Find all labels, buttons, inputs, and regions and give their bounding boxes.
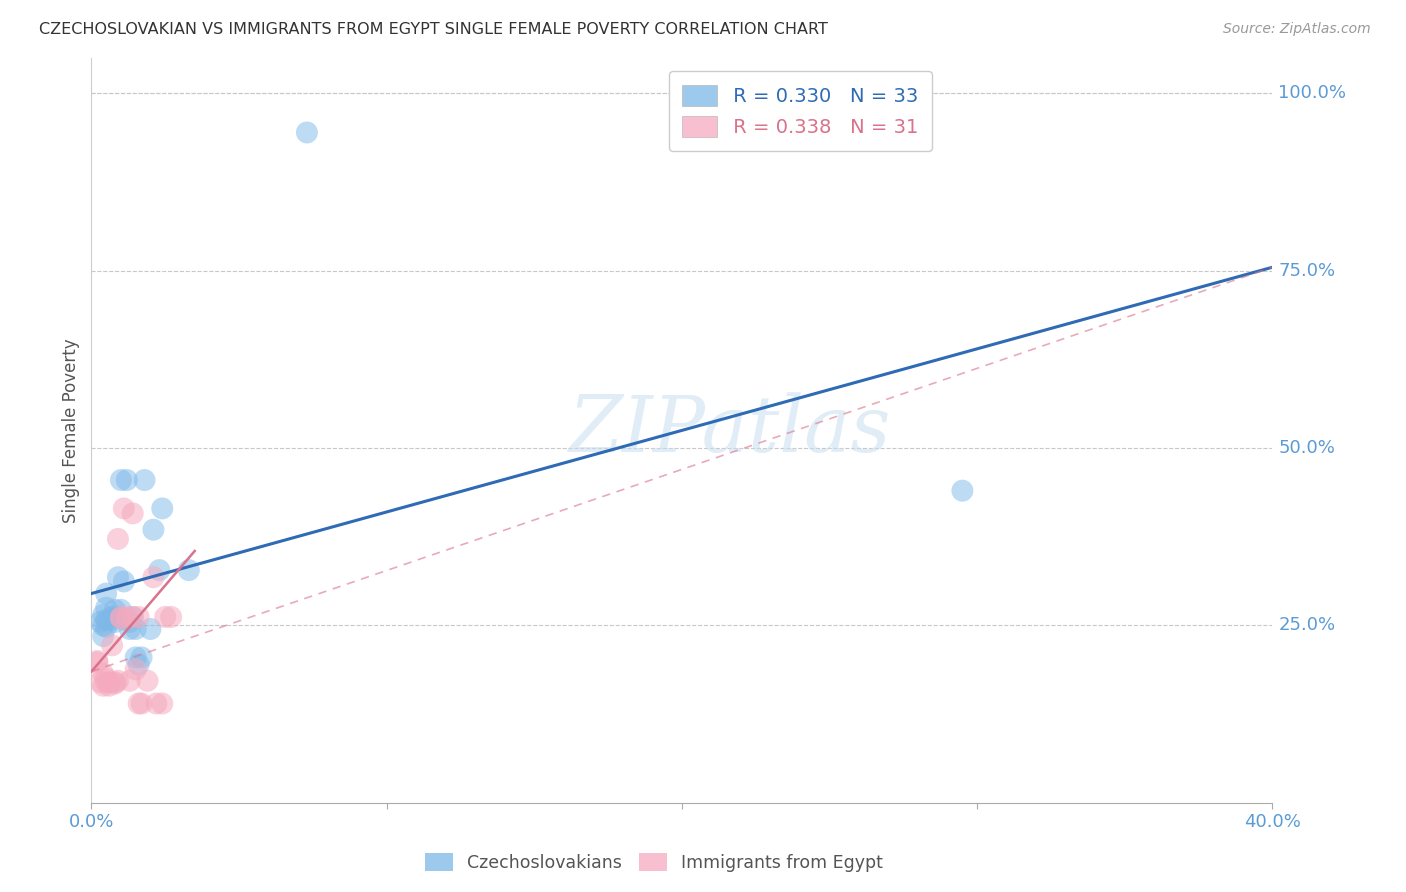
Point [124, 650, 148, 665]
Point [150, 697, 173, 711]
Point [96, 672, 118, 686]
Point [136, 673, 159, 688]
Point [96, 600, 118, 615]
Point [950, 483, 973, 498]
Point [131, 650, 153, 665]
Point [104, 675, 127, 690]
Point [115, 473, 138, 487]
Text: 25.0%: 25.0% [1278, 616, 1336, 634]
Point [89, 675, 111, 690]
Point [112, 574, 135, 589]
Point [139, 622, 162, 636]
Point [96, 586, 118, 600]
Point [98, 675, 121, 690]
Point [153, 610, 177, 624]
Point [160, 610, 183, 624]
Point [118, 673, 141, 688]
Point [101, 610, 124, 624]
Text: Source: ZipAtlas.com: Source: ZipAtlas.com [1223, 22, 1371, 37]
Y-axis label: Single Female Poverty: Single Female Poverty [62, 338, 80, 523]
Point [104, 676, 127, 690]
Text: 100.0%: 100.0% [1278, 85, 1347, 103]
Point [124, 662, 148, 676]
Point [107, 673, 129, 688]
Point [101, 638, 124, 652]
Point [121, 507, 143, 521]
Point [121, 610, 143, 624]
Point [295, 126, 318, 140]
Point [86, 656, 108, 670]
Point [107, 570, 129, 584]
Point [128, 610, 150, 624]
Point [118, 622, 141, 636]
Point [142, 523, 165, 537]
Point [104, 603, 127, 617]
Point [107, 610, 129, 624]
Point [107, 532, 129, 546]
Point [110, 611, 132, 625]
Point [98, 679, 121, 693]
Legend: Czechoslovakians, Immigrants from Egypt: Czechoslovakians, Immigrants from Egypt [418, 847, 890, 879]
Text: CZECHOSLOVAKIAN VS IMMIGRANTS FROM EGYPT SINGLE FEMALE POVERTY CORRELATION CHART: CZECHOSLOVAKIAN VS IMMIGRANTS FROM EGYPT… [39, 22, 828, 37]
Point [91, 607, 114, 622]
Point [121, 610, 143, 624]
Text: 50.0%: 50.0% [1278, 439, 1336, 457]
Point [91, 629, 114, 643]
Point [145, 697, 167, 711]
Point [142, 570, 165, 584]
Point [115, 610, 138, 624]
Point [104, 615, 127, 629]
Legend:  R = 0.330   N = 33,  R = 0.338   N = 31: R = 0.330 N = 33, R = 0.338 N = 31 [669, 71, 932, 151]
Point [91, 618, 114, 632]
Point [89, 615, 111, 629]
Point [86, 654, 108, 668]
Point [131, 697, 153, 711]
Point [177, 563, 200, 577]
Point [148, 563, 170, 577]
Point [110, 610, 132, 624]
Point [110, 473, 132, 487]
Point [110, 603, 132, 617]
Point [150, 501, 173, 516]
Point [124, 622, 148, 636]
Text: 75.0%: 75.0% [1278, 261, 1336, 280]
Point [118, 615, 141, 629]
Point [128, 697, 150, 711]
Point [96, 675, 118, 690]
Point [91, 666, 114, 681]
Point [112, 501, 135, 516]
Point [96, 620, 118, 634]
Text: ZIPatlas: ZIPatlas [568, 392, 890, 468]
Point [91, 679, 114, 693]
Point [128, 657, 150, 672]
Point [101, 613, 124, 627]
Point [96, 613, 118, 627]
Point [134, 473, 156, 487]
